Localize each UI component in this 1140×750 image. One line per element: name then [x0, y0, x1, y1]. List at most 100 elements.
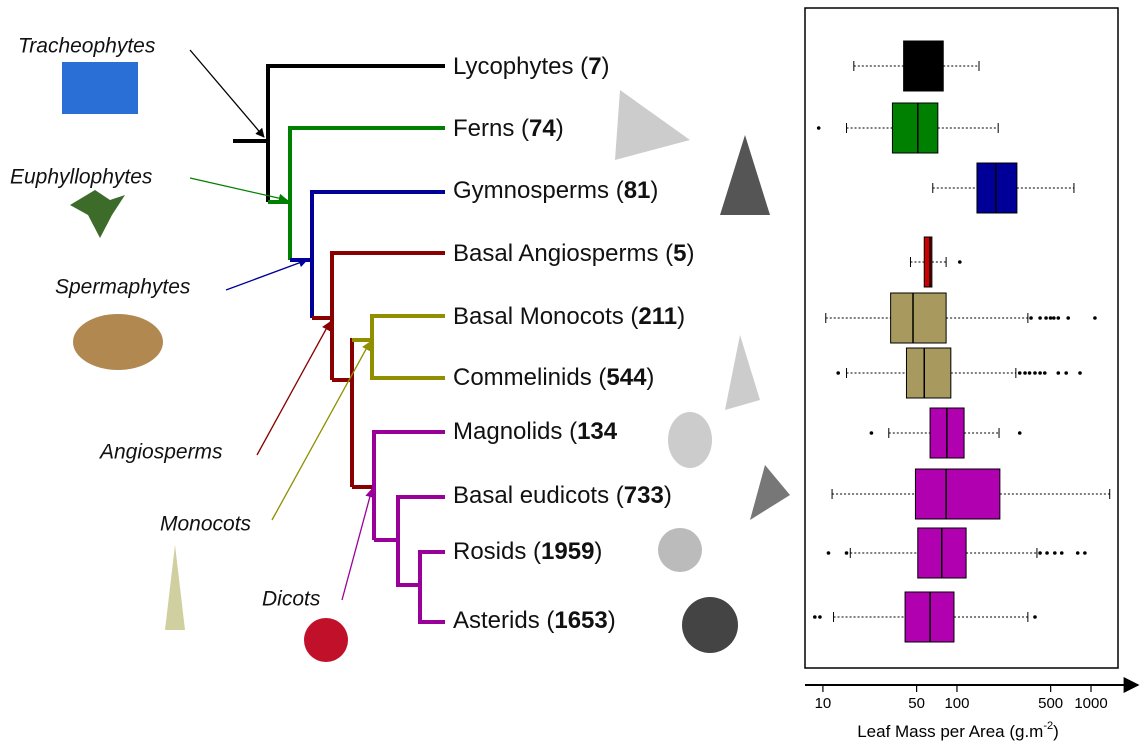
taxon-label: Magnolids (134: [453, 418, 618, 445]
taxon-name: Ferns (: [453, 115, 529, 142]
outlier: [818, 615, 822, 619]
taxon-count: 81: [624, 177, 651, 204]
clade-label: Euphyllophytes: [10, 166, 153, 189]
clade-label: Monocots: [160, 513, 252, 536]
outlier: [1044, 316, 1048, 320]
taxon-name: Basal Angiosperms (: [453, 240, 673, 267]
taxon-suffix: ): [602, 53, 610, 80]
taxon-label: Gymnosperms (81): [453, 177, 658, 204]
outlier: [1056, 371, 1061, 375]
taxon-label: Basal Angiosperms (5): [453, 240, 694, 267]
taxon-label: Ferns (74): [453, 115, 564, 142]
outlier: [1056, 316, 1061, 320]
taxon-count: 1653: [554, 607, 607, 634]
taxon-labels: Lycophytes (7)Ferns (74)Gymnosperms (81)…: [453, 53, 694, 634]
outlier: [1033, 615, 1037, 619]
taxon-count: 733: [624, 482, 664, 509]
taxon-label: Basal eudicots (733): [453, 482, 672, 509]
outlier: [1023, 371, 1027, 375]
taxon-suffix: ): [556, 115, 564, 142]
plot-frame: [804, 7, 1119, 669]
taxon-label: Rosids (1959): [453, 538, 602, 565]
outlier: [1075, 551, 1080, 555]
x-axis-title: Leaf Mass per Area (g.m-2): [857, 720, 1059, 742]
outlier: [1059, 551, 1064, 555]
box: [905, 347, 952, 399]
box: [923, 236, 933, 288]
outlier: [1029, 316, 1033, 320]
clade-label: Spermaphytes: [55, 276, 191, 299]
taxon-count: 74: [529, 115, 556, 142]
outlier: [1017, 431, 1022, 435]
outlier: [1053, 551, 1057, 555]
outlier: [813, 615, 817, 619]
clade-label: Angiosperms: [98, 441, 223, 464]
taxon-label: Basal Monocots (211): [453, 303, 685, 330]
taxon-count: 7: [588, 53, 601, 80]
outlier: [816, 126, 821, 130]
box: [976, 162, 1018, 214]
outlier: [1083, 551, 1087, 555]
outlier: [826, 551, 831, 555]
x-tick-label: 50: [908, 695, 925, 712]
x-tick-label: 10: [815, 695, 832, 712]
x-tick-label: 500: [1038, 695, 1063, 712]
taxon-name: Commelinids (: [453, 364, 606, 391]
box: [890, 292, 947, 344]
taxon-suffix: ): [686, 240, 694, 267]
taxon-name: Basal eudicots (: [453, 482, 624, 509]
box: [891, 102, 939, 154]
outlier: [1066, 316, 1071, 320]
taxon-label: Commelinids (544): [453, 364, 654, 391]
clade-label: Tracheophytes: [18, 35, 156, 58]
outlier: [1045, 551, 1049, 555]
taxon-name: Gymnosperms (: [453, 177, 624, 204]
taxon-count: 211: [638, 303, 677, 330]
taxon-name: Asterids (: [453, 607, 554, 634]
outlier: [1033, 371, 1037, 375]
clade-label: Dicots: [262, 588, 321, 611]
taxon-suffix: ): [646, 364, 654, 391]
taxon-count: 544: [606, 364, 647, 391]
outlier: [1078, 371, 1082, 375]
taxon-name: Rosids (: [453, 538, 541, 565]
taxon-name: Lycophytes (: [453, 53, 588, 80]
outlier: [1017, 371, 1022, 375]
taxon-suffix: ): [677, 303, 685, 330]
outlier: [1038, 371, 1042, 375]
taxon-suffix: ): [664, 482, 672, 509]
taxon-count: 5: [673, 240, 686, 267]
x-label-sup: -2: [1043, 720, 1053, 732]
x-tick-label: 1000: [1074, 695, 1107, 712]
taxon-suffix: ): [608, 607, 616, 634]
clade-labels: Tracheophytes Euphyllophytes Spermaphytes A…: [10, 35, 321, 611]
outlier: [1048, 316, 1053, 320]
taxon-name: Magnolids (: [453, 418, 577, 445]
outlier: [869, 431, 874, 435]
outlier: [1052, 316, 1056, 320]
taxon-label: Lycophytes (7): [453, 53, 610, 80]
outlier: [844, 551, 849, 555]
outlier: [958, 260, 962, 264]
box: [903, 40, 944, 92]
tree: [233, 64, 445, 624]
x-label-end: ): [1053, 722, 1059, 741]
outlier: [1093, 316, 1097, 320]
taxon-suffix: ): [594, 538, 602, 565]
taxon-suffix: ): [650, 177, 658, 204]
illustrations: [62, 62, 790, 662]
outlier: [1038, 551, 1042, 555]
clade-arrows: [189, 49, 375, 601]
outlier: [1027, 371, 1032, 375]
outlier: [1038, 316, 1042, 320]
taxon-count: 134: [577, 418, 618, 445]
outlier: [836, 371, 840, 375]
outlier: [1064, 371, 1068, 375]
x-label: Leaf Mass per Area (g.m: [857, 722, 1043, 741]
box: [914, 468, 1001, 520]
taxon-count: 1959: [541, 538, 594, 565]
boxplot: 10 50 100 500 1000: [813, 40, 1111, 712]
taxon-label: Asterids (1653): [453, 607, 616, 634]
x-tick-label: 100: [944, 695, 969, 712]
